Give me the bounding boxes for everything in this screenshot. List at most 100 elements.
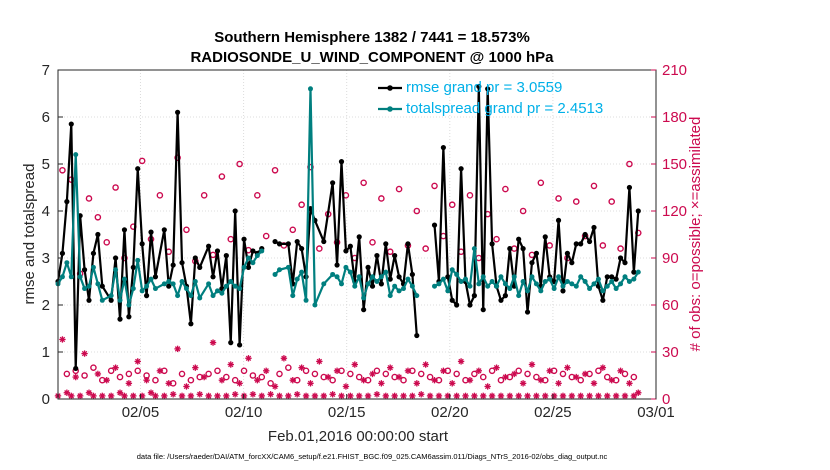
rmse-marker-dot — [148, 229, 154, 235]
obs-possible-point — [378, 195, 385, 202]
rmse-marker — [569, 260, 575, 266]
rmse-marker — [139, 241, 145, 247]
obs-possible-point — [590, 182, 598, 190]
totalspread-marker — [214, 288, 220, 294]
totalspread-marker — [476, 281, 482, 287]
obs-assimilated-point — [298, 364, 305, 371]
legend-entry-rmse: rmse grand pr = 3.0559 — [378, 79, 562, 96]
totalspread-marker — [467, 283, 473, 289]
totalspread-marker — [551, 286, 557, 292]
rmse-marker — [272, 238, 278, 245]
rmse-marker — [600, 297, 606, 303]
obs-possible-point — [107, 367, 115, 375]
rmse-marker — [626, 184, 633, 191]
totalspread-marker — [338, 281, 344, 287]
tick-label-right: 0 — [662, 391, 670, 408]
rmse-marker — [206, 243, 212, 249]
totalspread-marker — [352, 283, 358, 289]
rmse-marker — [241, 236, 247, 242]
rmse-marker — [502, 293, 508, 299]
obs-assimilated-stroke — [360, 377, 367, 383]
obs-assimilated-stroke — [210, 339, 216, 346]
x-axis-label: Feb.01,2016 00:00:00 start — [268, 428, 449, 445]
totalspread-marker — [312, 302, 318, 308]
totalspread-marker — [77, 274, 83, 280]
totalspread-marker — [454, 271, 460, 277]
tick-label-left: 1 — [42, 344, 50, 361]
obs-assimilated-stroke — [245, 355, 252, 361]
tick-label-left: 2 — [42, 297, 50, 314]
rmse-marker-dot — [480, 307, 486, 313]
obs-assimilated-point — [537, 377, 545, 384]
obs-assimilated-stroke — [609, 377, 615, 383]
obs-assimilated-point — [187, 392, 195, 400]
rmse-marker — [299, 246, 305, 252]
obs-assimilated-point — [143, 377, 150, 384]
obs-assimilated-point — [356, 392, 363, 400]
rmse-marker-dot — [90, 250, 97, 256]
obs-assimilated-stroke — [431, 377, 438, 383]
rmse-marker — [405, 241, 411, 247]
obs-possible-point — [236, 160, 243, 168]
obs-assimilated-point — [214, 392, 221, 400]
totalspread-marker — [259, 248, 265, 254]
obs-possible-point — [138, 157, 146, 165]
obs-assimilated-point — [590, 380, 598, 387]
totalspread-marker — [144, 283, 150, 289]
totalspread-marker — [440, 276, 446, 282]
totalspread-marker — [525, 288, 531, 294]
obs-assimilated-point — [604, 392, 611, 400]
obs-assimilated-point — [59, 336, 66, 343]
rmse-marker-dot — [458, 166, 464, 172]
obs-assimilated-point — [542, 392, 549, 400]
obs-possible-point — [152, 376, 159, 384]
rmse-marker — [214, 248, 221, 254]
tick-label-right: 90 — [662, 250, 679, 267]
obs-assimilated-point — [493, 364, 500, 371]
rmse-marker-dot — [241, 236, 247, 242]
obs-possible-point — [599, 242, 607, 249]
rmse-marker — [148, 229, 154, 235]
rmse-marker-dot — [604, 274, 610, 280]
obs-assimilated-stroke — [560, 393, 566, 399]
obs-possible-point — [417, 370, 425, 378]
obs-assimilated-stroke — [86, 390, 92, 396]
totalspread-marker — [321, 281, 327, 287]
obs-assimilated-point — [404, 367, 412, 374]
obs-assimilated-stroke — [573, 374, 579, 380]
tick-label-x: 02/25 — [534, 404, 572, 421]
obs-possible-point — [63, 370, 71, 378]
rmse-marker — [520, 246, 526, 252]
rmse-marker — [369, 283, 376, 289]
rmse-marker-dot — [445, 274, 451, 280]
totalspread-marker — [82, 286, 88, 292]
totalspread-marker — [578, 274, 584, 280]
obs-assimilated-point — [262, 367, 270, 374]
obs-assimilated-stroke — [507, 393, 513, 399]
rmse-marker-dot — [520, 246, 526, 252]
totalspread-marker — [387, 293, 393, 299]
totalspread-marker — [449, 267, 455, 273]
obs-assimilated-point — [68, 392, 75, 400]
obs-possible-point — [200, 192, 208, 199]
totalspread-marker — [113, 267, 119, 273]
rmse-marker — [542, 234, 548, 240]
obs-assimilated-stroke — [449, 380, 455, 387]
obs-possible-point — [519, 207, 527, 215]
totalspread-marker — [529, 274, 535, 280]
rmse-marker-dot — [112, 255, 119, 261]
obs-assimilated-point — [258, 392, 265, 400]
obs-possible-point — [555, 195, 562, 202]
obs-assimilated-point — [125, 380, 133, 387]
rmse-marker-dot — [343, 248, 349, 254]
rmse-marker-dot — [392, 253, 398, 259]
rmse-marker — [130, 264, 136, 270]
totalspread-marker — [250, 260, 256, 266]
rmse-marker-dot — [321, 238, 327, 245]
totalspread-marker — [370, 274, 376, 280]
rmse-marker — [573, 241, 579, 247]
obs-assimilated-stroke — [414, 380, 420, 387]
obs-possible-point — [205, 370, 212, 378]
rmse-marker-dot — [489, 241, 495, 247]
obs-assimilated-point — [254, 377, 261, 384]
